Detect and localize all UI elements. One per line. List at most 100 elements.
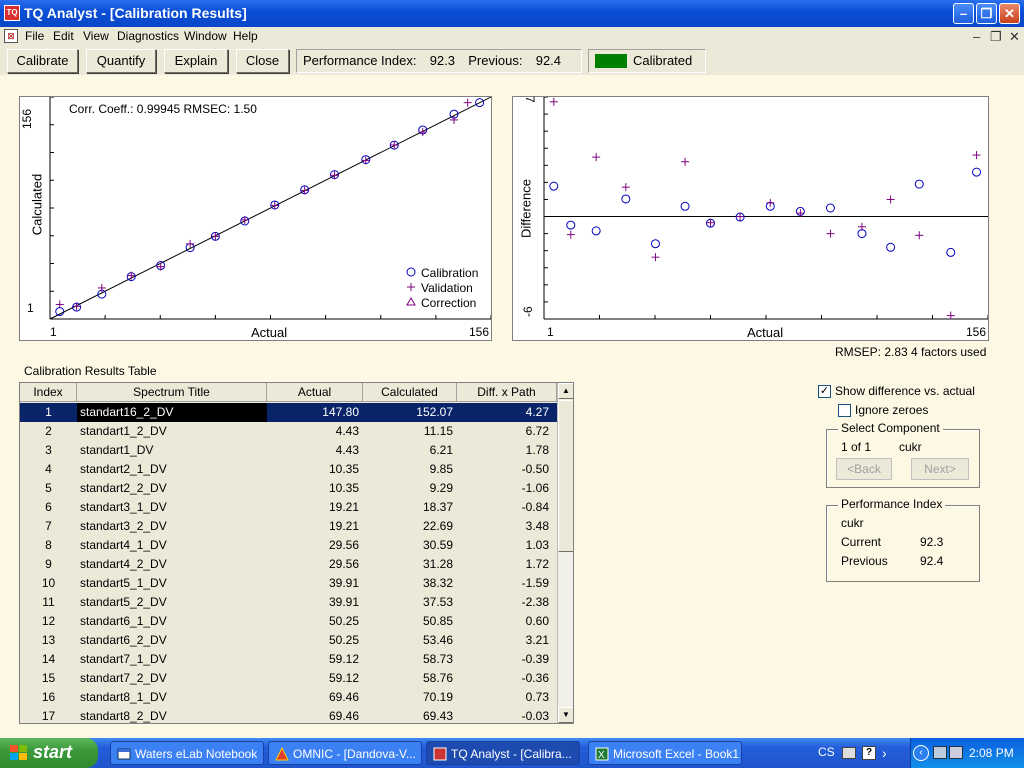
- table-row[interactable]: 14 standart7_1_DV 59.12 58.73 -0.39: [20, 650, 558, 669]
- keyboard-icon[interactable]: [842, 747, 856, 759]
- app-icon[interactable]: TQ: [4, 5, 20, 21]
- cell-index: 13: [41, 633, 56, 647]
- cell-calculated: 50.85: [422, 614, 453, 628]
- cell-diff: -0.03: [521, 709, 549, 723]
- minimize-icon[interactable]: –: [953, 3, 974, 24]
- toolbar: Calibrate Quantify Explain Close Perform…: [0, 47, 1024, 75]
- table-row[interactable]: 2 standart1_2_DV 4.43 11.15 6.72: [20, 422, 558, 441]
- document-icon[interactable]: ⊠: [4, 29, 18, 43]
- network-icon[interactable]: [933, 746, 947, 759]
- table-row[interactable]: 3 standart1_DV 4.43 6.21 1.78: [20, 441, 558, 460]
- header-index[interactable]: Index: [20, 383, 77, 402]
- system-tray: ‹ 2:08 PM: [910, 738, 1024, 768]
- table-row[interactable]: 16 standart8_1_DV 69.46 70.19 0.73: [20, 688, 558, 707]
- doc-minimize-icon[interactable]: –: [973, 29, 981, 44]
- menu-help[interactable]: Help: [233, 29, 258, 43]
- cell-calculated: 152.07: [416, 405, 453, 419]
- point-validation: [270, 201, 279, 210]
- menu-diagnostics[interactable]: Diagnostics: [117, 29, 180, 43]
- cell-actual: 19.21: [328, 519, 359, 533]
- language-indicator[interactable]: CS: [818, 745, 835, 759]
- calculated-vs-actual-plot[interactable]: Corr. Coeff.: 0.99945 RMSEC: 1.50 1 156 …: [19, 96, 492, 341]
- show-difference-checkbox[interactable]: ✓: [818, 385, 831, 398]
- close-icon[interactable]: ✕: [999, 3, 1020, 24]
- explain-button[interactable]: Explain: [164, 49, 228, 73]
- select-component-title: Select Component: [838, 421, 943, 435]
- back-button[interactable]: <Back: [836, 458, 892, 480]
- performance-index-display: Performance Index: 92.3 Previous: 92.4: [296, 49, 582, 73]
- table-row[interactable]: 6 standart3_1_DV 19.21 18.37 -0.84: [20, 498, 558, 517]
- menu-window[interactable]: Window: [184, 29, 227, 43]
- doc-close-icon[interactable]: ✕: [1009, 29, 1020, 44]
- table-row[interactable]: 13 standart6_2_DV 50.25 53.46 3.21: [20, 631, 558, 650]
- diff-x-max-label: 156: [966, 325, 987, 339]
- svg-text:X: X: [598, 750, 605, 761]
- restore-icon[interactable]: ❐: [976, 3, 997, 24]
- chevron-right-icon[interactable]: ›: [882, 745, 887, 761]
- cell-index: 2: [45, 424, 52, 438]
- table-row[interactable]: 9 standart4_2_DV 29.56 31.28 1.72: [20, 555, 558, 574]
- diff-point-validation: [826, 229, 835, 238]
- header-diff-path[interactable]: Diff. x Path: [457, 383, 557, 402]
- table-scrollbar[interactable]: ▲ ▼: [557, 383, 573, 723]
- difference-vs-actual-plot[interactable]: 1 156 Actual 7 -6 Difference: [512, 96, 989, 341]
- next-button[interactable]: Next>: [911, 458, 969, 480]
- scroll-up-icon[interactable]: ▲: [558, 383, 573, 399]
- monitor-icon[interactable]: [949, 746, 963, 759]
- header-actual[interactable]: Actual: [267, 383, 363, 402]
- table-row[interactable]: 15 standart7_2_DV 59.12 58.76 -0.36: [20, 669, 558, 688]
- point-validation: [463, 98, 472, 107]
- diff-point-validation: [915, 231, 924, 240]
- table-row[interactable]: 5 standart2_2_DV 10.35 9.29 -1.06: [20, 479, 558, 498]
- chevron-left-icon[interactable]: ‹: [913, 745, 929, 761]
- excel-icon: X: [595, 747, 609, 761]
- x-min-label: 1: [50, 325, 57, 339]
- diff-point-validation: [886, 195, 895, 204]
- table-row[interactable]: 1 standart16_2_DV 147.80 152.07 4.27: [20, 403, 558, 422]
- diff-point-validation: [681, 157, 690, 166]
- cell-index: 14: [41, 652, 56, 666]
- show-difference-label[interactable]: Show difference vs. actual: [835, 384, 975, 398]
- menu-view[interactable]: View: [83, 29, 109, 43]
- header-spectrum-title[interactable]: Spectrum Title: [77, 383, 267, 402]
- table-row[interactable]: 10 standart5_1_DV 39.91 38.32 -1.59: [20, 574, 558, 593]
- table-row[interactable]: 12 standart6_1_DV 50.25 50.85 0.60: [20, 612, 558, 631]
- legend-validation: Validation: [421, 281, 473, 295]
- point-validation: [211, 232, 220, 241]
- diff-x-min-label: 1: [547, 325, 554, 339]
- cell-actual: 69.46: [328, 709, 359, 723]
- table-row[interactable]: 4 standart2_1_DV 10.35 9.85 -0.50: [20, 460, 558, 479]
- task-tq-analyst[interactable]: TQ Analyst - [Calibra...: [426, 741, 580, 765]
- ignore-zeroes-label[interactable]: Ignore zeroes: [855, 403, 929, 417]
- close-button[interactable]: Close: [236, 49, 289, 73]
- table-row[interactable]: 8 standart4_1_DV 29.56 30.59 1.03: [20, 536, 558, 555]
- clock[interactable]: 2:08 PM: [969, 746, 1014, 760]
- x-max-label: 156: [469, 325, 490, 339]
- help-icon[interactable]: ?: [862, 746, 876, 760]
- scroll-down-icon[interactable]: ▼: [558, 707, 573, 723]
- cell-spectrum-title: standart8_1_DV: [80, 690, 167, 704]
- cell-diff: 3.48: [525, 519, 549, 533]
- header-calculated[interactable]: Calculated: [363, 383, 457, 402]
- task-omnic[interactable]: OMNIC - [Dandova-V...: [268, 741, 422, 765]
- task-excel[interactable]: X Microsoft Excel - Book1: [588, 741, 742, 765]
- quantify-button[interactable]: Quantify: [86, 49, 156, 73]
- cell-actual: 4.43: [335, 424, 359, 438]
- menu-edit[interactable]: Edit: [53, 29, 74, 43]
- cell-diff: -0.36: [521, 671, 549, 685]
- table-row[interactable]: 7 standart3_2_DV 19.21 22.69 3.48: [20, 517, 558, 536]
- calibrate-button[interactable]: Calibrate: [7, 49, 78, 73]
- menu-bar: ⊠ File Edit View Diagnostics Window Help…: [0, 27, 1024, 47]
- menu-file[interactable]: File: [25, 29, 45, 43]
- table-row[interactable]: 17 standart8_2_DV 69.46 69.43 -0.03: [20, 707, 558, 723]
- task-waters-elab[interactable]: Waters eLab Notebook: [110, 741, 264, 765]
- start-button[interactable]: start: [0, 738, 98, 768]
- ignore-zeroes-checkbox[interactable]: [838, 404, 851, 417]
- diff-point-validation: [566, 230, 575, 239]
- cell-calculated: 22.69: [422, 519, 453, 533]
- scroll-thumb[interactable]: [558, 400, 573, 552]
- previous-label: Previous:: [468, 53, 523, 68]
- table-row[interactable]: 11 standart5_2_DV 39.91 37.53 -2.38: [20, 593, 558, 612]
- status-text: Calibrated: [633, 53, 693, 68]
- doc-restore-icon[interactable]: ❐: [990, 29, 1002, 44]
